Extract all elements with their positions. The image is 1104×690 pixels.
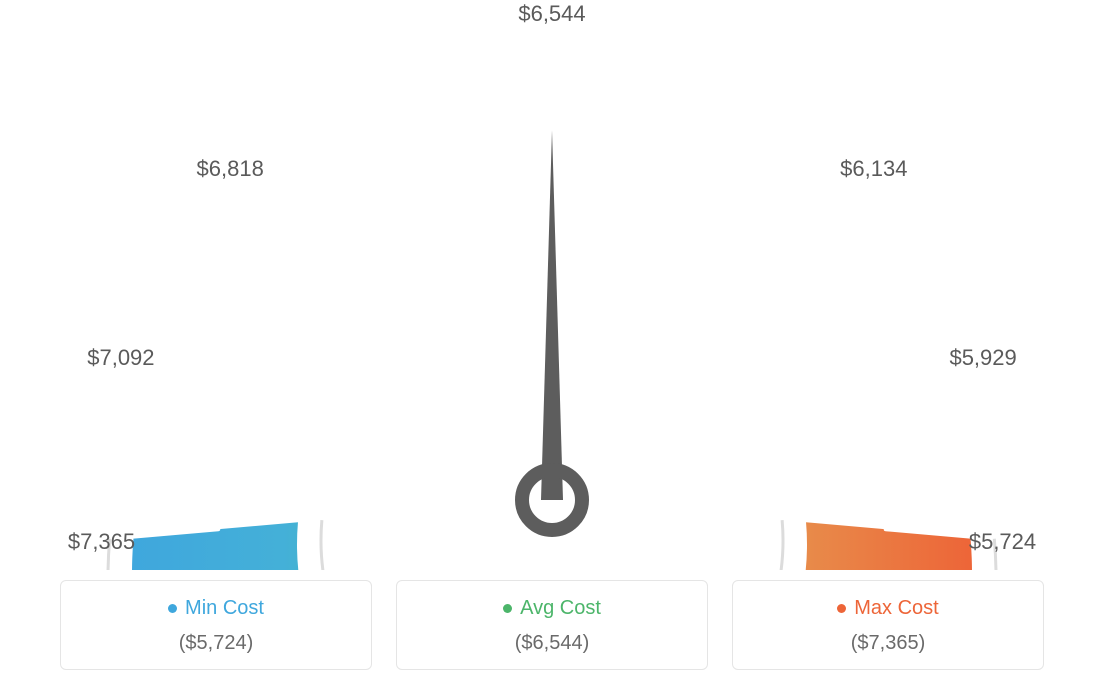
legend-title-max: Max Cost — [733, 597, 1043, 620]
legend-card-max: Max Cost ($7,365) — [732, 580, 1044, 670]
legend-row: Min Cost ($5,724) Avg Cost ($6,544) Max … — [0, 580, 1104, 670]
gauge-chart — [52, 30, 1052, 570]
legend-title-avg: Avg Cost — [397, 597, 707, 620]
legend-card-min: Min Cost ($5,724) — [60, 580, 372, 670]
gauge-tick-label: $6,818 — [197, 156, 264, 182]
gauge-tick-label: $5,724 — [969, 529, 1036, 555]
legend-title-text-min: Min Cost — [185, 597, 264, 620]
legend-value-max: ($7,365) — [733, 632, 1043, 655]
legend-dot-avg — [503, 604, 512, 613]
gauge-area: $5,724 $5,929 $6,134 $6,544 $6,818 $7,092 $7,3… — [0, 0, 1104, 560]
legend-card-avg: Avg Cost ($6,544) — [396, 580, 708, 670]
legend-title-text-avg: Avg Cost — [520, 597, 601, 620]
gauge-tick-label: $5,929 — [949, 345, 1016, 371]
gauge-tick-label: $7,092 — [87, 345, 154, 371]
legend-value-avg: ($6,544) — [397, 632, 707, 655]
gauge-tick-label: $7,365 — [68, 529, 135, 555]
cost-gauge-container: $5,724 $5,929 $6,134 $6,544 $6,818 $7,092 $7,3… — [0, 0, 1104, 690]
legend-dot-min — [168, 604, 177, 613]
gauge-tick-label: $6,544 — [518, 1, 585, 27]
legend-value-min: ($5,724) — [61, 632, 371, 655]
legend-title-text-max: Max Cost — [854, 597, 938, 620]
legend-dot-max — [837, 604, 846, 613]
legend-title-min: Min Cost — [61, 597, 371, 620]
gauge-tick-label: $6,134 — [840, 156, 907, 182]
